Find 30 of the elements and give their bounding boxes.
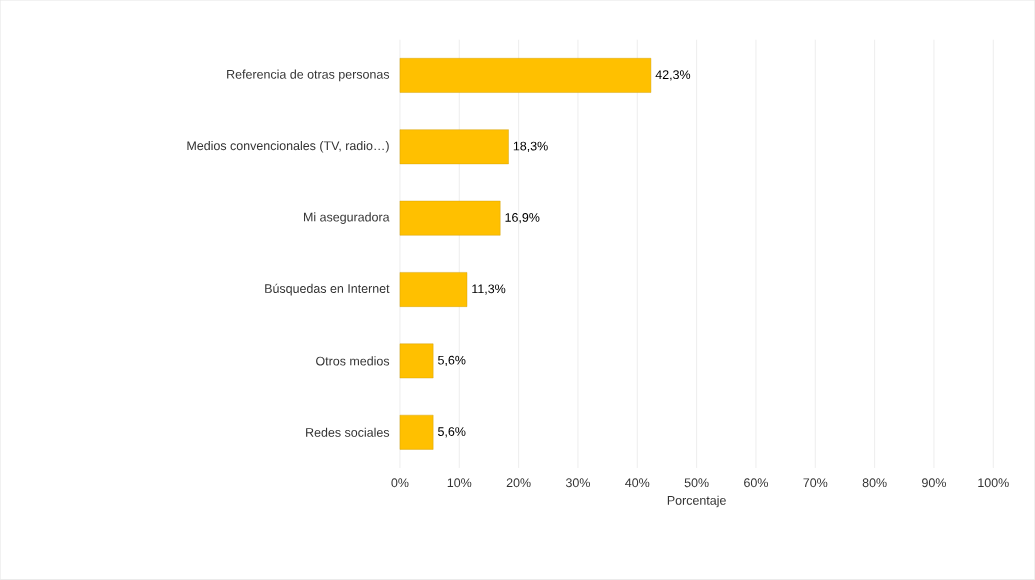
x-axis-title: Porcentaje xyxy=(667,495,726,508)
data-label: 18,3% xyxy=(513,141,548,153)
x-tick-label: 100% xyxy=(978,478,1009,488)
x-tick-label: 20% xyxy=(506,478,531,488)
bar xyxy=(399,415,434,450)
x-tick-label: 10% xyxy=(447,478,472,488)
data-label: 16,9% xyxy=(505,213,540,224)
y-tick-label: Medios convencionales (TV, radio…) xyxy=(187,141,389,153)
data-label: 11,3% xyxy=(472,284,506,295)
y-tick-label: Búsquedas en Internet xyxy=(265,283,390,296)
bar xyxy=(399,200,501,236)
x-tick-label: 30% xyxy=(565,478,590,488)
bar xyxy=(399,58,652,93)
x-tick-label: 40% xyxy=(625,478,650,488)
y-tick-label: Referencia de otras personas xyxy=(227,69,390,82)
data-label: 42,3% xyxy=(655,70,691,81)
bar xyxy=(399,343,434,379)
data-label: 5,6% xyxy=(438,427,466,438)
x-tick-label: 0% xyxy=(391,478,409,488)
x-tick-label: 50% xyxy=(684,478,709,488)
data-label: 5,6% xyxy=(438,355,466,367)
y-tick-label: Otros medios xyxy=(316,356,390,366)
x-tick-label: 90% xyxy=(922,478,946,488)
x-tick-label: 70% xyxy=(803,478,828,488)
bar xyxy=(399,272,468,307)
x-tick-label: 60% xyxy=(744,478,768,488)
x-tick-label: 80% xyxy=(862,478,887,488)
y-tick-label: Redes sociales xyxy=(306,427,390,437)
y-tick-label: Mi aseguradora xyxy=(304,212,390,225)
bar xyxy=(399,129,509,165)
